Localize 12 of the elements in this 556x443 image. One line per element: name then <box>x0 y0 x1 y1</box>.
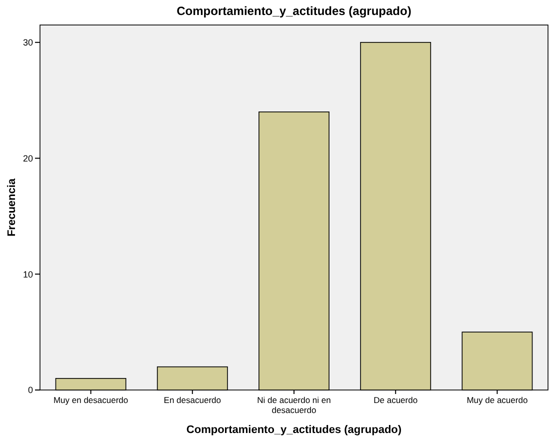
x-tick-label: De acuerdo <box>374 395 418 405</box>
x-tick-label: Muy de acuerdo <box>466 395 528 405</box>
y-tick-label: 10 <box>22 269 33 280</box>
chart-title: Comportamiento_y_actitudes (agrupado) <box>176 4 412 18</box>
x-tick-label: Ni de acuerdo ni en desacuerdo <box>257 395 332 415</box>
y-tick-label: 20 <box>22 153 33 164</box>
y-axis-title: Frecuencia <box>6 178 18 237</box>
y-tick-label: 0 <box>28 385 33 396</box>
x-tick-label: En desacuerdo <box>164 395 222 405</box>
x-axis-title: Comportamiento_y_actitudes (agrupado) <box>186 424 402 436</box>
y-tick-label: 30 <box>22 38 33 48</box>
x-tick-label: Muy en desacuerdo <box>53 395 128 405</box>
